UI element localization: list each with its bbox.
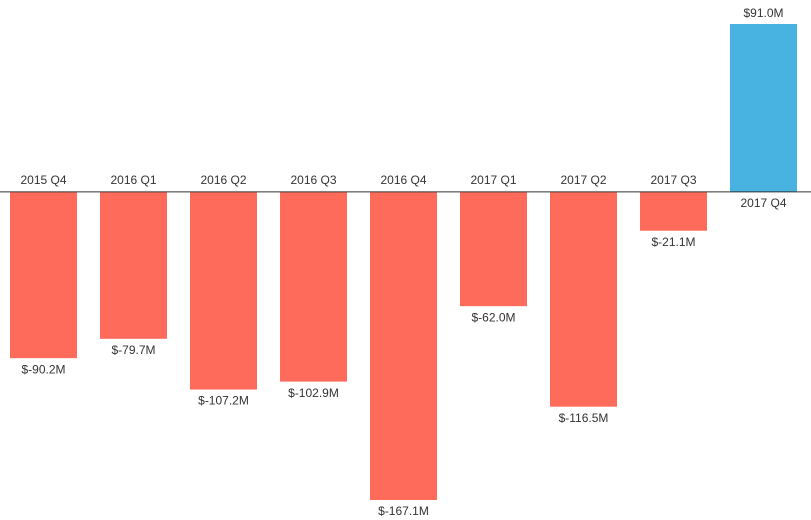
bar (550, 191, 617, 407)
bar (370, 191, 437, 501)
bar (190, 191, 257, 390)
value-label: $-167.1M (378, 504, 429, 518)
value-label: $-107.2M (198, 394, 249, 408)
value-label: $-62.0M (471, 310, 515, 324)
bar (640, 191, 707, 231)
category-label: 2017 Q3 (650, 173, 696, 187)
category-label: 2017 Q2 (560, 173, 606, 187)
category-label: 2015 Q4 (20, 173, 66, 187)
category-label: 2016 Q4 (380, 173, 426, 187)
value-label: $-102.9M (288, 386, 339, 400)
value-label: $-116.5M (559, 411, 609, 425)
category-label: 2017 Q4 (740, 196, 786, 210)
category-label: 2016 Q3 (290, 173, 336, 187)
bar (730, 24, 797, 192)
bar (280, 191, 347, 382)
value-label: $-21.1M (651, 235, 695, 249)
value-label: $-79.7M (111, 343, 155, 357)
value-label: $-90.2M (21, 362, 65, 376)
bar (10, 191, 77, 359)
category-label: 2016 Q2 (200, 173, 246, 187)
bar (100, 191, 167, 339)
value-label: $91.0M (743, 6, 783, 20)
category-label: 2017 Q1 (470, 173, 516, 187)
category-label: 2016 Q1 (110, 173, 156, 187)
bar (460, 191, 527, 307)
